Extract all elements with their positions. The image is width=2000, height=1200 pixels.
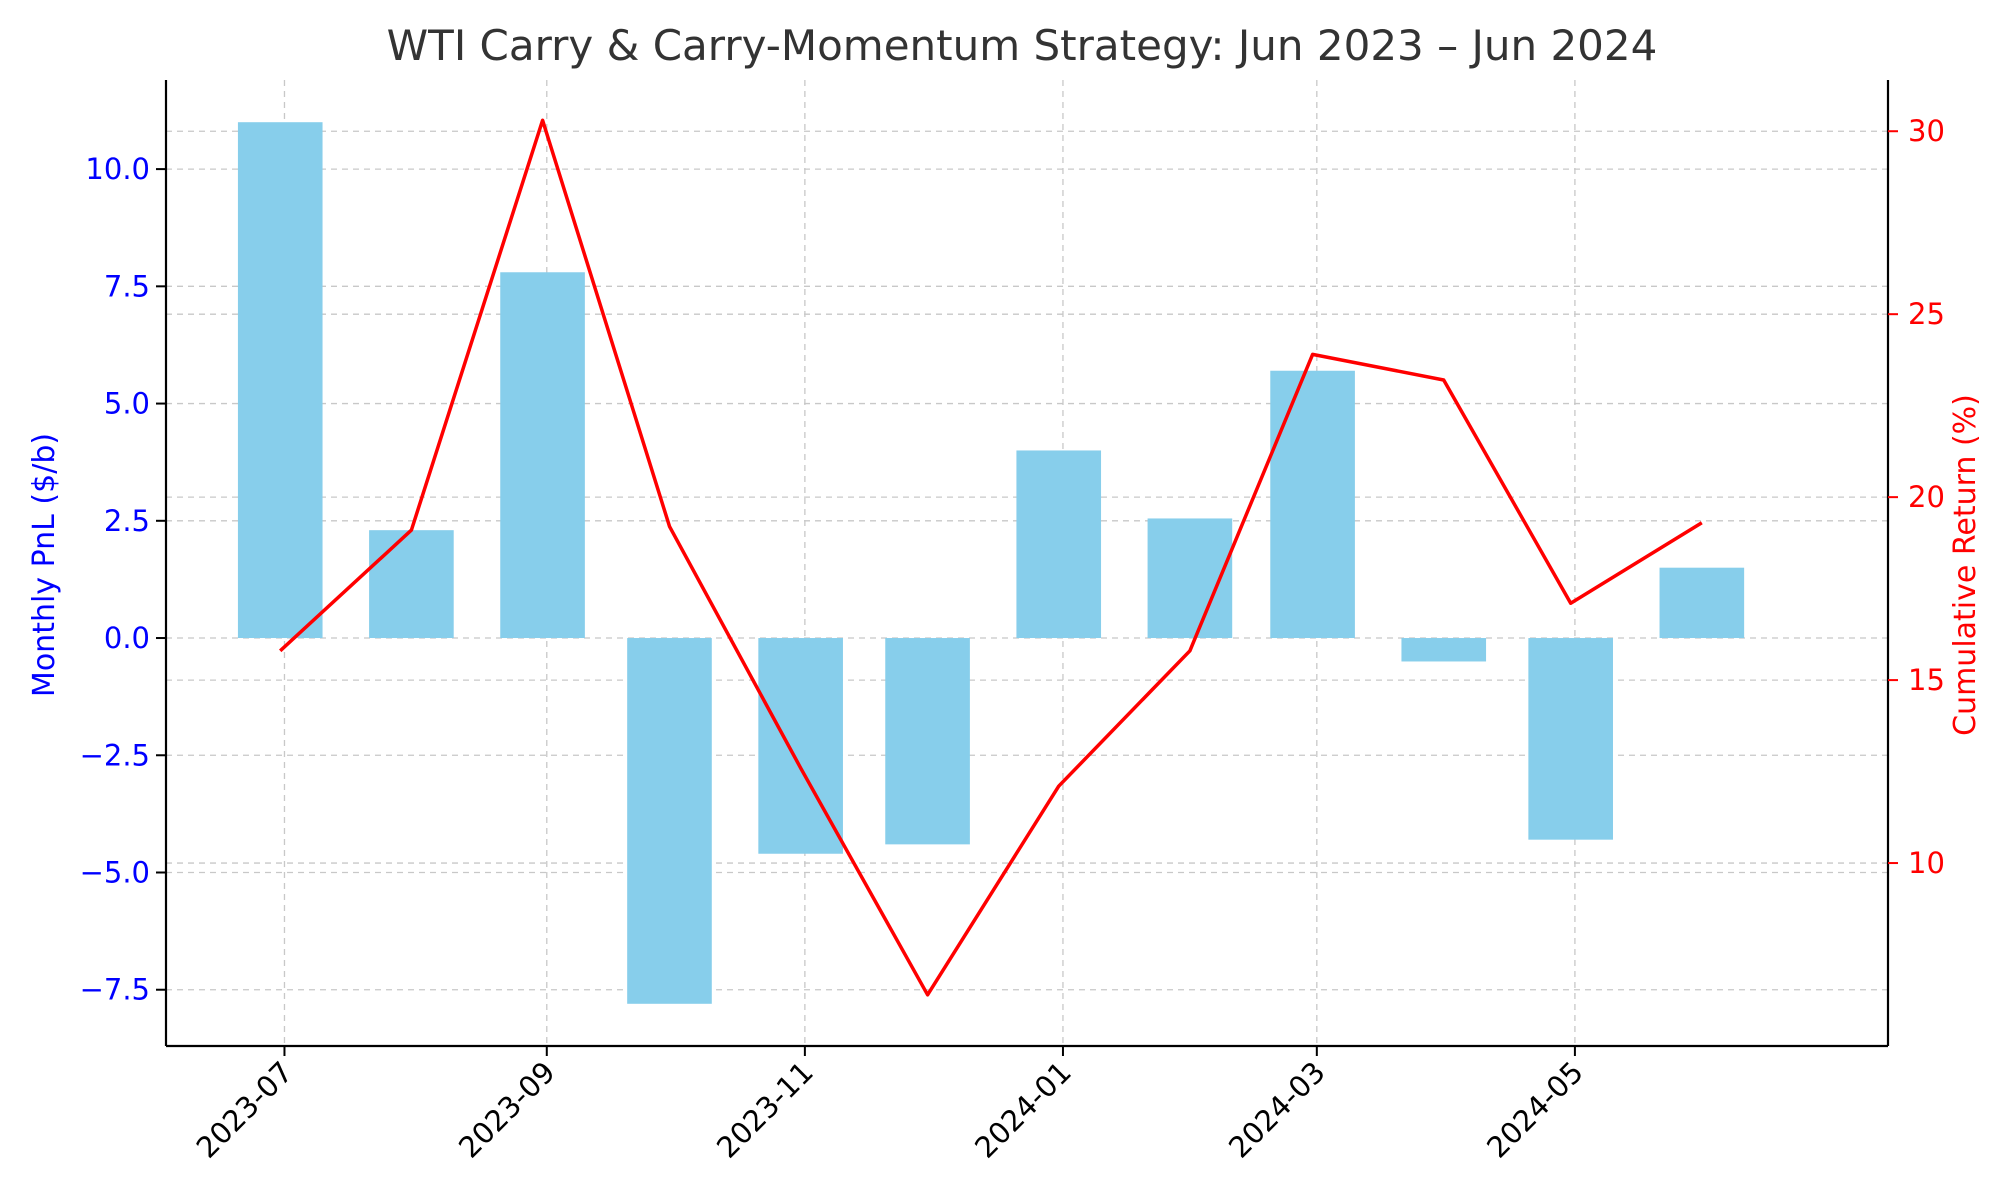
bar-layer	[237, 122, 1745, 1004]
x-tick-label: 2024-03	[1222, 1055, 1332, 1165]
pnl-bar	[1528, 638, 1613, 840]
right-y-tick-label: 10	[1908, 846, 1945, 880]
x-tick-label: 2024-05	[1480, 1055, 1590, 1165]
chart-title: WTI Carry & Carry-Momentum Strategy: Jun…	[387, 21, 1658, 70]
left-axis-label: Monthly PnL ($/b)	[27, 433, 62, 697]
pnl-bar	[237, 122, 323, 639]
left-y-tick-label: 10.0	[85, 152, 150, 186]
pnl-bar	[885, 638, 970, 845]
left-y-tick-label: −2.5	[80, 738, 150, 772]
left-y-tick-label: −5.0	[80, 855, 150, 889]
right-axis-label: Cumulative Return (%)	[1948, 394, 1983, 736]
pnl-bar	[500, 272, 585, 639]
right-y-tick-label: 15	[1908, 663, 1945, 697]
left-y-tick-label: 5.0	[104, 387, 150, 421]
x-tick-label: 2023-07	[190, 1055, 300, 1165]
pnl-bar	[369, 530, 454, 639]
x-tick-label: 2023-11	[710, 1055, 820, 1165]
left-y-tick-label: 2.5	[104, 504, 150, 538]
pnl-bar	[627, 638, 712, 1004]
pnl-bar	[1401, 638, 1487, 662]
left-y-tick-label: 7.5	[104, 269, 150, 303]
cumulative-return-line	[279, 118, 1703, 997]
pnl-bar	[1659, 567, 1745, 639]
right-y-tick-label: 25	[1908, 297, 1945, 331]
left-y-tick-label: −7.5	[80, 973, 150, 1007]
x-tick-label: 2023-09	[452, 1055, 562, 1165]
right-y-tick-label: 20	[1908, 480, 1945, 514]
left-y-tick-label: 0.0	[104, 621, 150, 655]
pnl-bar	[1270, 370, 1355, 639]
right-y-tick-label: 30	[1908, 114, 1945, 148]
line-layer	[279, 118, 1703, 997]
x-tick-label: 2024-01	[968, 1055, 1078, 1165]
pnl-bar	[1016, 450, 1102, 639]
